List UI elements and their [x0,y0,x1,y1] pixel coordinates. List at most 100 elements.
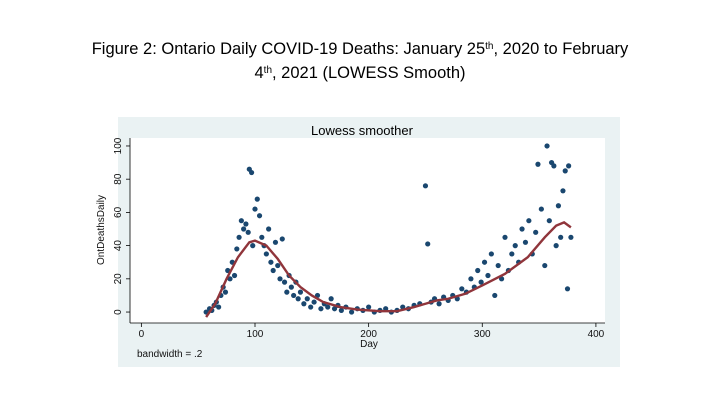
data-point [436,301,442,307]
data-point [236,234,242,240]
plot-area [130,138,605,323]
data-point [509,251,515,257]
data-point [266,226,272,232]
data-point [553,243,559,249]
data-point [564,286,571,292]
data-point [328,296,334,302]
data-point [259,234,265,240]
data-point [568,234,574,240]
data-point [268,259,274,265]
data-point [311,299,317,305]
data-point [522,239,529,245]
data-point [288,284,294,290]
data-point [304,296,310,302]
data-point [275,262,281,269]
x-tick-label: 200 [360,329,377,340]
data-point [272,239,279,245]
data-point [245,229,251,235]
title-segment: 4 [254,64,263,82]
data-point [222,289,229,295]
data-point [250,243,256,249]
data-point [502,234,508,240]
data-point [238,218,244,224]
data-point [241,226,247,232]
data-point [284,289,290,295]
data-point [252,206,258,212]
chart-title: Lowess smoother [311,123,414,138]
data-point [325,304,331,310]
data-point [535,161,541,167]
y-axis-label: OntDeathsDaily [96,195,107,265]
data-point [348,309,355,315]
y-tick-label: 0 [113,309,124,315]
x-axis-label: Day [360,339,378,350]
data-point [512,243,518,249]
data-point [533,229,539,235]
x-tick-label: 300 [474,329,491,340]
data-point [338,307,344,313]
title-segment: th [485,41,493,52]
x-tick-label: 0 [139,329,145,340]
title-segment: , 2021 (LOWESS Smooth) [272,64,466,82]
slide-title: 4th, 2021 (LOWESS Smooth) [254,64,465,82]
lowess-line [205,220,572,318]
data-point [248,169,255,176]
title-segment: th [264,65,272,76]
data-point [216,304,222,310]
data-point [254,196,260,202]
x-tick-label: 100 [247,329,264,340]
data-point [243,221,249,227]
data-point [422,183,429,189]
data-point [291,292,297,299]
data-point [281,279,288,285]
y-tick-label: 100 [113,137,124,154]
y-tick-label: 40 [113,240,124,252]
data-point [560,188,566,194]
data-point [562,168,568,174]
data-point [492,292,498,299]
y-tick-label: 60 [113,206,124,218]
y-tick-label: 80 [113,173,124,185]
x-tick-label: 400 [588,329,605,340]
data-point [301,301,307,307]
y-tick-label: 20 [113,273,124,285]
title-segment: , 2020 to February [493,40,629,58]
data-point [277,276,283,282]
data-point [366,304,372,310]
data-point [546,218,552,224]
data-point [478,279,484,285]
data-point [279,236,285,242]
data-point [308,304,314,310]
data-point [538,206,544,212]
data-point [318,306,324,312]
data-point [519,226,525,232]
data-point [234,246,240,252]
data-point [526,218,532,224]
note: bandwidth = .2 [137,349,203,360]
data-point [297,289,304,295]
data-point [544,143,550,149]
title-segment: Figure 2: Ontario Daily COVID-19 Deaths:… [92,40,485,58]
data-point [256,213,263,219]
data-point [425,241,431,247]
data-point [485,272,491,279]
data-point [295,296,301,302]
data-point [488,251,494,257]
data-point [270,267,276,274]
data-point [331,306,338,312]
data-point [459,286,465,292]
data-point [495,262,501,269]
data-point [481,259,488,265]
data-point [231,272,238,279]
data-point [555,203,562,209]
data-point [551,163,557,169]
data-point [227,276,233,282]
data-point [263,251,269,257]
data-point [475,267,481,274]
data-point [468,276,474,282]
data-point [566,163,572,169]
data-point [558,234,564,240]
slide-title: Figure 2: Ontario Daily COVID-19 Deaths:… [92,40,629,58]
data-point [542,262,548,269]
